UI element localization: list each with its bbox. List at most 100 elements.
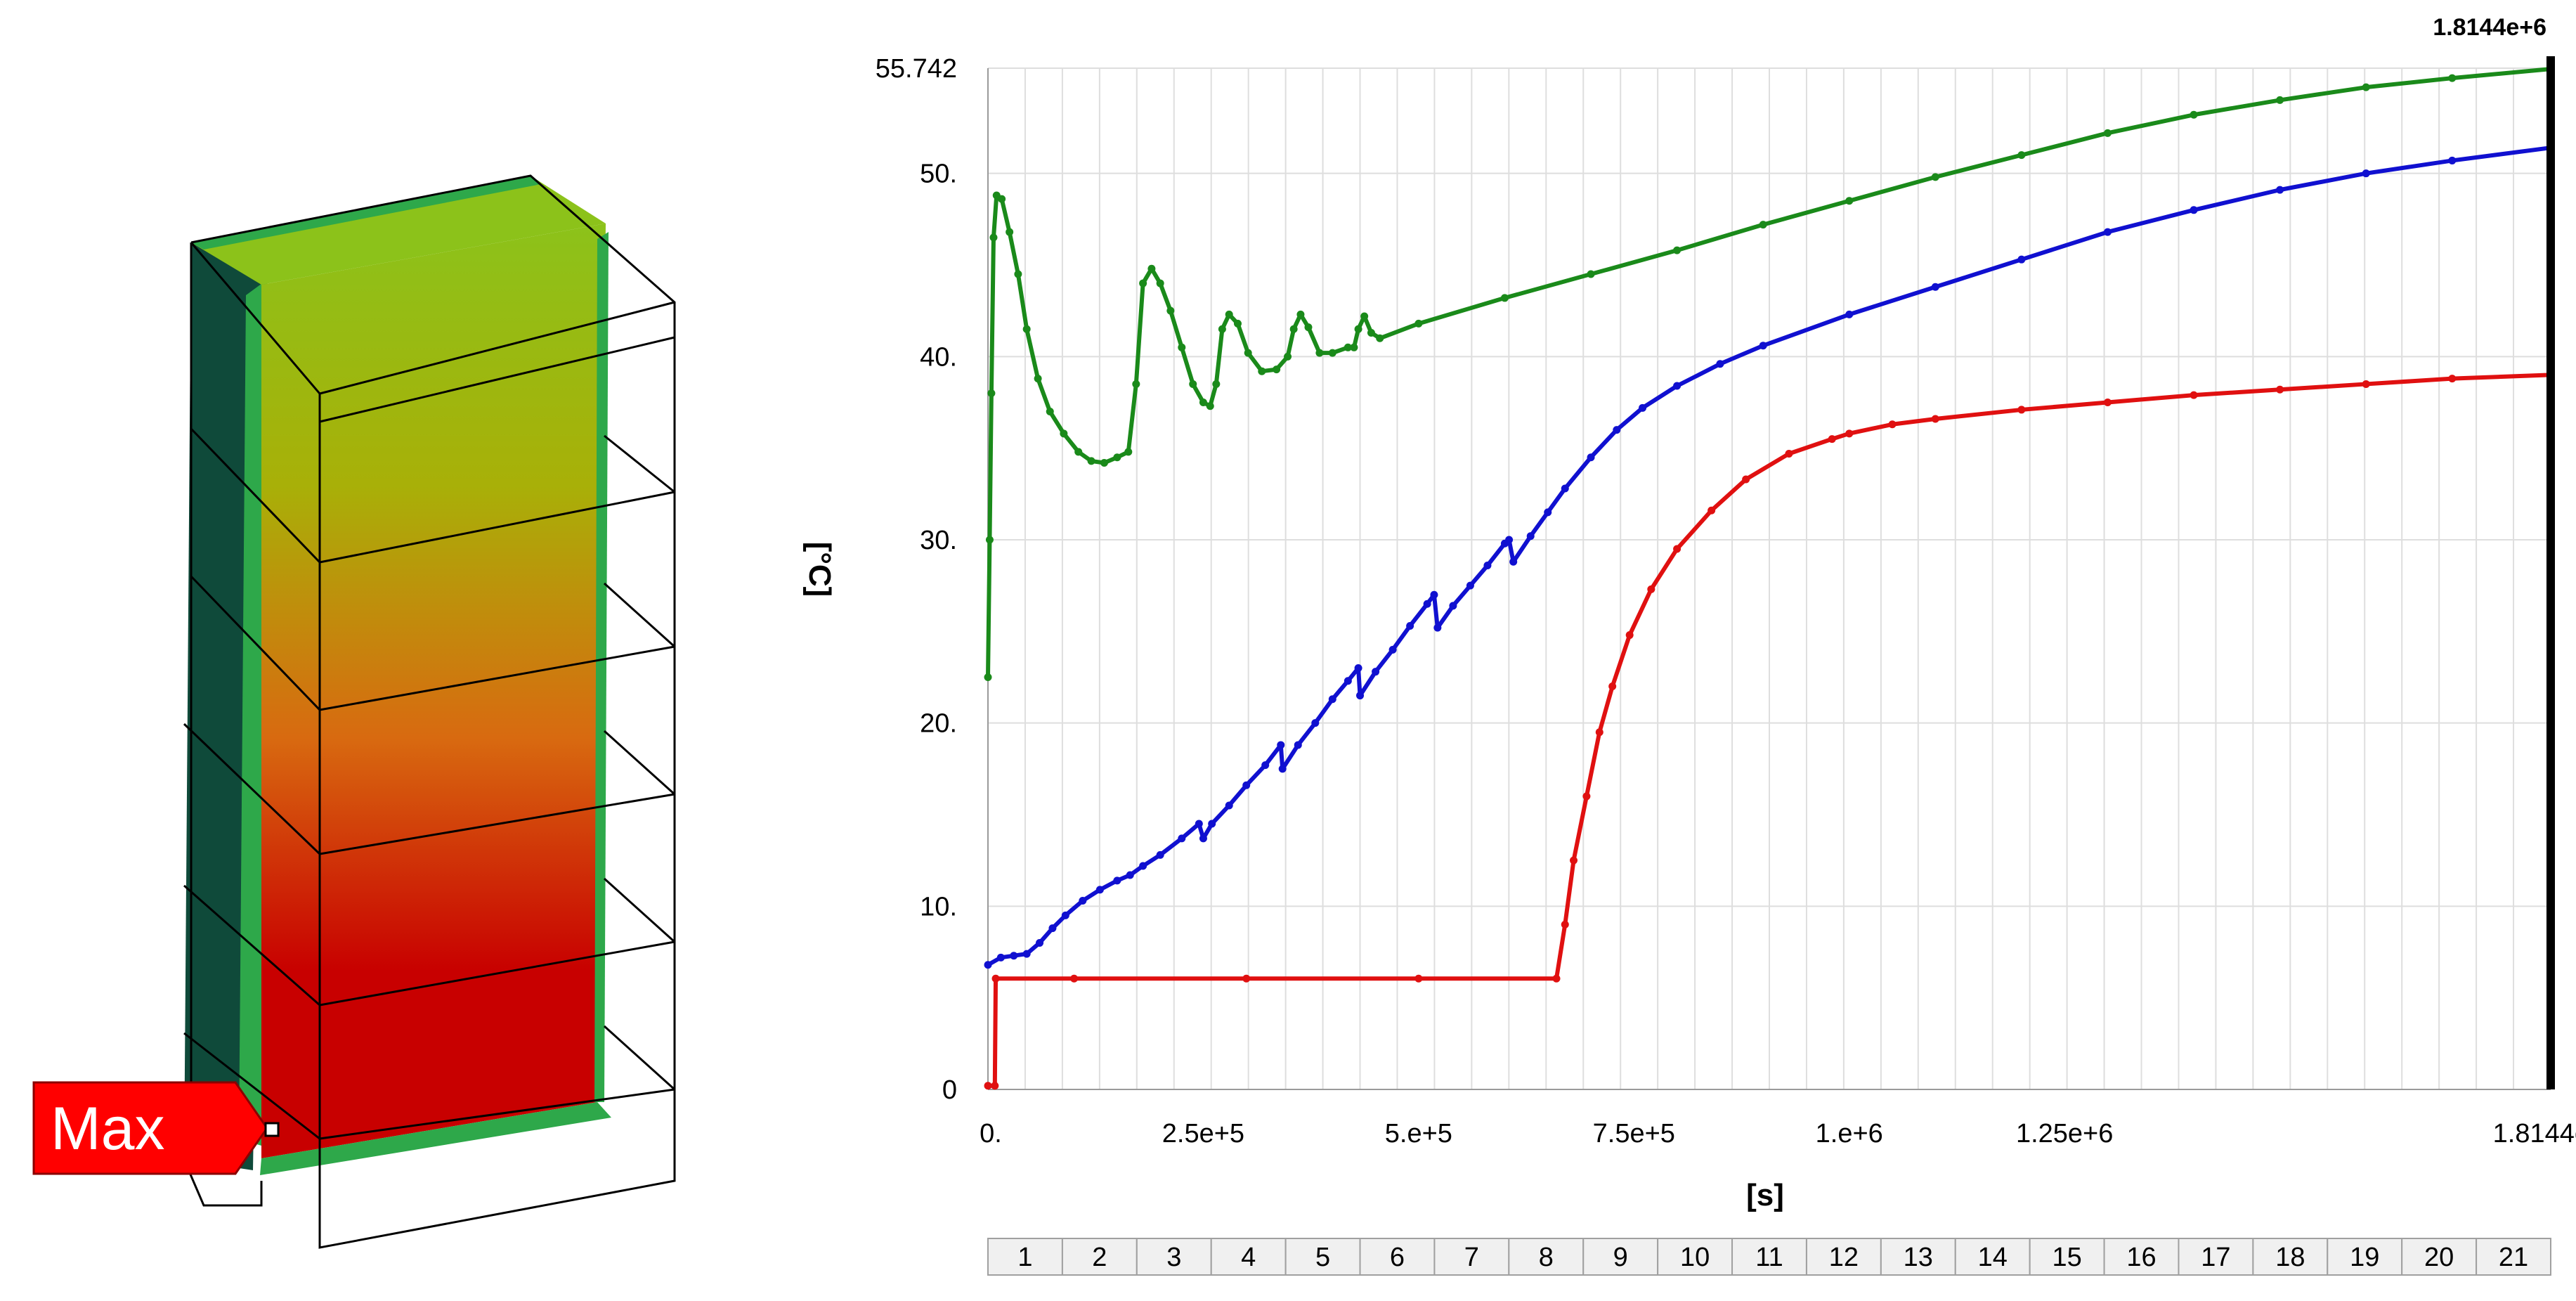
series-point <box>1087 457 1095 465</box>
step-cell[interactable]: 19 <box>2327 1238 2403 1276</box>
series-point <box>996 953 1005 962</box>
step-cell[interactable]: 8 <box>1508 1238 1585 1276</box>
step-cell[interactable]: 10 <box>1657 1238 1733 1276</box>
series-2 <box>984 143 2555 969</box>
series-point <box>1716 360 1724 368</box>
series-point <box>1328 349 1336 357</box>
series-point <box>2362 380 2370 388</box>
step-cell[interactable]: 4 <box>1210 1238 1287 1276</box>
series-point <box>1048 924 1057 933</box>
series-point <box>1372 668 1380 676</box>
series-1 <box>984 65 2555 682</box>
series-point <box>1423 600 1431 608</box>
series-point <box>1742 475 1750 484</box>
step-cell[interactable]: 3 <box>1136 1238 1212 1276</box>
x-tick-label: 7.5e+5 <box>1593 1119 1675 1148</box>
x-tick-label: 1.8144e+6 <box>2493 1119 2576 1148</box>
series-point <box>984 961 992 969</box>
step-cell-box <box>1657 1238 1733 1276</box>
x-tick-label: 2.5e+5 <box>1162 1119 1244 1148</box>
series-point <box>1022 325 1031 333</box>
step-cell[interactable]: 15 <box>2029 1238 2105 1276</box>
step-cell-box <box>1359 1238 1436 1276</box>
series-point <box>1113 876 1121 885</box>
step-cell-box <box>2327 1238 2403 1276</box>
series-point <box>2103 129 2112 137</box>
chart-cursor[interactable]: 1.8144e+6 <box>2433 14 2555 1089</box>
series-point <box>1294 741 1302 749</box>
step-cell[interactable]: 1 <box>987 1238 1063 1276</box>
step-cell[interactable]: 11 <box>1731 1238 1807 1276</box>
series-point <box>1212 380 1221 388</box>
series-point <box>2017 406 2026 414</box>
step-cell-label: 15 <box>2052 1243 2081 1272</box>
wireframe <box>183 174 676 1249</box>
series-point <box>1278 765 1287 773</box>
series-point <box>2017 151 2026 160</box>
series-point <box>1845 310 1854 318</box>
step-cell[interactable]: 16 <box>2103 1238 2180 1276</box>
step-cell-label: 16 <box>2126 1243 2156 1272</box>
series-point <box>1189 380 1197 388</box>
series-point <box>1526 532 1535 541</box>
x-tick-label: 0. <box>980 1119 1002 1148</box>
step-cell[interactable]: 13 <box>1880 1238 1956 1276</box>
step-cell-label: 4 <box>1241 1243 1256 1272</box>
series-point <box>1156 279 1164 287</box>
y-tick-label: 10. <box>920 892 957 921</box>
series-point <box>1113 453 1121 462</box>
series-point <box>1707 506 1716 514</box>
step-cell[interactable]: 18 <box>2252 1238 2329 1276</box>
series-point <box>1156 850 1164 859</box>
step-cell[interactable]: 6 <box>1359 1238 1436 1276</box>
step-cell-label: 19 <box>2350 1243 2379 1272</box>
step-cell[interactable]: 7 <box>1433 1238 1510 1276</box>
series-point <box>1206 402 1214 410</box>
step-cell-box <box>1061 1238 1138 1276</box>
series-point <box>1233 319 1242 328</box>
series-point <box>1242 974 1251 983</box>
series-point <box>2276 186 2284 194</box>
y-tick-label: 50. <box>920 160 957 189</box>
step-cell[interactable]: 12 <box>1805 1238 1882 1276</box>
y-tick-label: 40. <box>920 342 957 372</box>
series-point <box>1360 312 1369 321</box>
series-point <box>1178 343 1186 351</box>
series-point <box>1561 484 1569 493</box>
step-cell-label: 13 <box>1904 1243 1933 1272</box>
step-cell-label: 3 <box>1166 1243 1181 1272</box>
max-probe[interactable]: Max <box>32 1081 280 1175</box>
series-point <box>1277 741 1285 749</box>
model-viewport[interactable]: Max <box>0 0 738 1297</box>
series-point <box>1500 294 1509 302</box>
series-point <box>998 195 1006 203</box>
series-point <box>1544 508 1552 517</box>
series-point <box>1414 319 1423 328</box>
series-point <box>1759 342 1767 350</box>
series-point <box>1845 197 1854 205</box>
step-cell[interactable]: 2 <box>1061 1238 1138 1276</box>
series-point <box>1828 435 1836 444</box>
series-point <box>1311 719 1320 727</box>
step-cell-label: 2 <box>1092 1243 1107 1272</box>
step-cell[interactable]: 9 <box>1582 1238 1659 1276</box>
step-cell[interactable]: 14 <box>1954 1238 2031 1276</box>
step-cell[interactable]: 17 <box>2178 1238 2254 1276</box>
series-point <box>1139 279 1147 287</box>
step-cell[interactable]: 21 <box>2476 1238 2551 1276</box>
series-point <box>1931 283 1939 291</box>
step-cell-box <box>1880 1238 1956 1276</box>
step-cell-box <box>1210 1238 1287 1276</box>
model-right-edge <box>594 232 609 1102</box>
series-point <box>2017 255 2026 264</box>
series-point <box>1613 426 1621 434</box>
step-cell-label: 5 <box>1315 1243 1330 1272</box>
series-point <box>2276 96 2284 104</box>
step-cell[interactable]: 5 <box>1284 1238 1361 1276</box>
series-point <box>1785 449 1793 458</box>
series-point <box>1034 375 1042 383</box>
y-tick-label: 55.742 <box>876 54 957 84</box>
x-axis-label: [s] <box>1746 1178 1784 1212</box>
series-point <box>1344 343 1352 351</box>
step-cell[interactable]: 20 <box>2401 1238 2478 1276</box>
